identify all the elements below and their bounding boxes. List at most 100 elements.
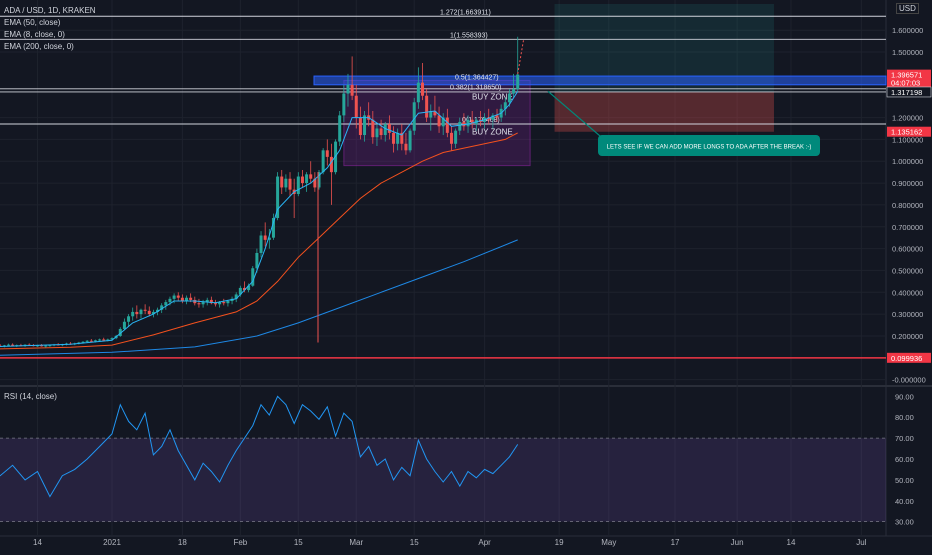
candle-body[interactable] xyxy=(180,297,184,302)
candle-body[interactable] xyxy=(172,295,176,299)
candle-body[interactable] xyxy=(205,299,209,303)
candle-body[interactable] xyxy=(313,178,317,188)
candle-body[interactable] xyxy=(35,345,39,347)
candle-body[interactable] xyxy=(263,235,267,240)
candle-body[interactable] xyxy=(106,339,110,341)
candle-body[interactable] xyxy=(98,339,102,341)
candle-body[interactable] xyxy=(383,124,387,136)
candle-body[interactable] xyxy=(139,309,143,315)
candle-body[interactable] xyxy=(454,130,458,144)
candle-body[interactable] xyxy=(321,150,325,173)
candle-body[interactable] xyxy=(458,121,462,131)
candle-body[interactable] xyxy=(449,132,453,144)
candle-body[interactable] xyxy=(404,143,408,151)
candle-body[interactable] xyxy=(317,172,321,188)
candle-body[interactable] xyxy=(354,95,358,118)
candle-body[interactable] xyxy=(416,82,420,103)
candle-body[interactable] xyxy=(135,311,139,315)
candle-body[interactable] xyxy=(160,305,164,310)
ema-8-line[interactable] xyxy=(0,91,519,348)
candle-body[interactable] xyxy=(251,268,255,286)
candle-body[interactable] xyxy=(503,102,507,109)
candle-body[interactable] xyxy=(234,294,238,299)
candle-body[interactable] xyxy=(300,176,304,184)
candle-body[interactable] xyxy=(392,132,396,144)
candle-body[interactable] xyxy=(445,117,449,133)
candle-body[interactable] xyxy=(267,237,271,240)
candle-body[interactable] xyxy=(147,310,151,315)
candle-body[interactable] xyxy=(255,252,259,269)
candle-body[interactable] xyxy=(81,341,85,343)
candle-body[interactable] xyxy=(396,132,400,144)
candle-body[interactable] xyxy=(259,235,263,253)
candle-body[interactable] xyxy=(164,302,168,306)
candle-body[interactable] xyxy=(350,84,354,96)
candle-body[interactable] xyxy=(156,309,160,312)
candle-body[interactable] xyxy=(371,119,375,138)
ema-legend-50[interactable]: EMA (50, close) xyxy=(4,18,61,27)
candle-body[interactable] xyxy=(118,328,122,336)
candle-body[interactable] xyxy=(214,303,217,305)
candle-body[interactable] xyxy=(462,121,466,127)
candle-body[interactable] xyxy=(470,119,474,125)
candle-body[interactable] xyxy=(433,111,437,116)
candle-body[interactable] xyxy=(288,178,292,190)
candle-body[interactable] xyxy=(143,309,147,311)
candle-body[interactable] xyxy=(363,115,367,136)
candle-body[interactable] xyxy=(466,119,470,127)
resistance-band[interactable] xyxy=(313,75,887,86)
annotation-pointer[interactable] xyxy=(547,90,605,140)
candle-body[interactable] xyxy=(201,302,205,305)
candle-body[interactable] xyxy=(226,301,230,304)
candle-body[interactable] xyxy=(197,303,201,305)
candle-body[interactable] xyxy=(209,299,213,304)
candle-body[interactable] xyxy=(238,287,242,295)
candle-body[interactable] xyxy=(342,93,346,116)
candle-body[interactable] xyxy=(491,115,495,120)
candle-body[interactable] xyxy=(222,302,226,304)
ema-50-line[interactable] xyxy=(0,132,518,350)
ema-legend-200[interactable]: EMA (200, close, 0) xyxy=(4,42,74,51)
candle-body[interactable] xyxy=(93,340,97,342)
ema-200-line[interactable] xyxy=(0,239,518,356)
candle-body[interactable] xyxy=(242,287,246,291)
candle-body[interactable] xyxy=(89,340,93,342)
candle-body[interactable] xyxy=(48,345,52,347)
candle-body[interactable] xyxy=(176,295,180,298)
candle-body[interactable] xyxy=(168,298,172,303)
candle-body[interactable] xyxy=(425,95,429,118)
candle-body[interactable] xyxy=(375,128,379,138)
annotation-callout[interactable] xyxy=(598,135,820,156)
candle-body[interactable] xyxy=(329,156,333,173)
candle-body[interactable] xyxy=(85,340,89,342)
candle-body[interactable] xyxy=(276,176,280,219)
candle-body[interactable] xyxy=(247,285,251,291)
candle-body[interactable] xyxy=(309,174,313,179)
candle-body[interactable] xyxy=(131,311,135,317)
candle-body[interactable] xyxy=(296,176,300,194)
candle-body[interactable] xyxy=(387,124,391,133)
candle-body[interactable] xyxy=(408,130,412,151)
candle-body[interactable] xyxy=(400,132,404,144)
candle-body[interactable] xyxy=(185,297,189,302)
candle-body[interactable] xyxy=(11,344,15,346)
candle-body[interactable] xyxy=(280,176,284,188)
candle-body[interactable] xyxy=(189,297,193,300)
currency-badge[interactable]: USD xyxy=(896,3,919,14)
candle-body[interactable] xyxy=(412,102,416,131)
candle-body[interactable] xyxy=(271,218,275,238)
candle-body[interactable] xyxy=(487,117,491,120)
candle-body[interactable] xyxy=(437,115,441,127)
candle-body[interactable] xyxy=(495,115,499,118)
ema-legend-8[interactable]: EMA (8, close, 0) xyxy=(4,30,65,39)
candle-body[interactable] xyxy=(429,111,433,118)
candle-body[interactable] xyxy=(284,178,288,188)
candle-body[interactable] xyxy=(218,302,222,305)
rsi-legend[interactable]: RSI (14, close) xyxy=(4,392,57,401)
candle-body[interactable] xyxy=(122,321,126,329)
candle-body[interactable] xyxy=(40,345,44,347)
candle-body[interactable] xyxy=(516,74,520,90)
candle-body[interactable] xyxy=(102,339,106,341)
candle-body[interactable] xyxy=(193,299,197,304)
